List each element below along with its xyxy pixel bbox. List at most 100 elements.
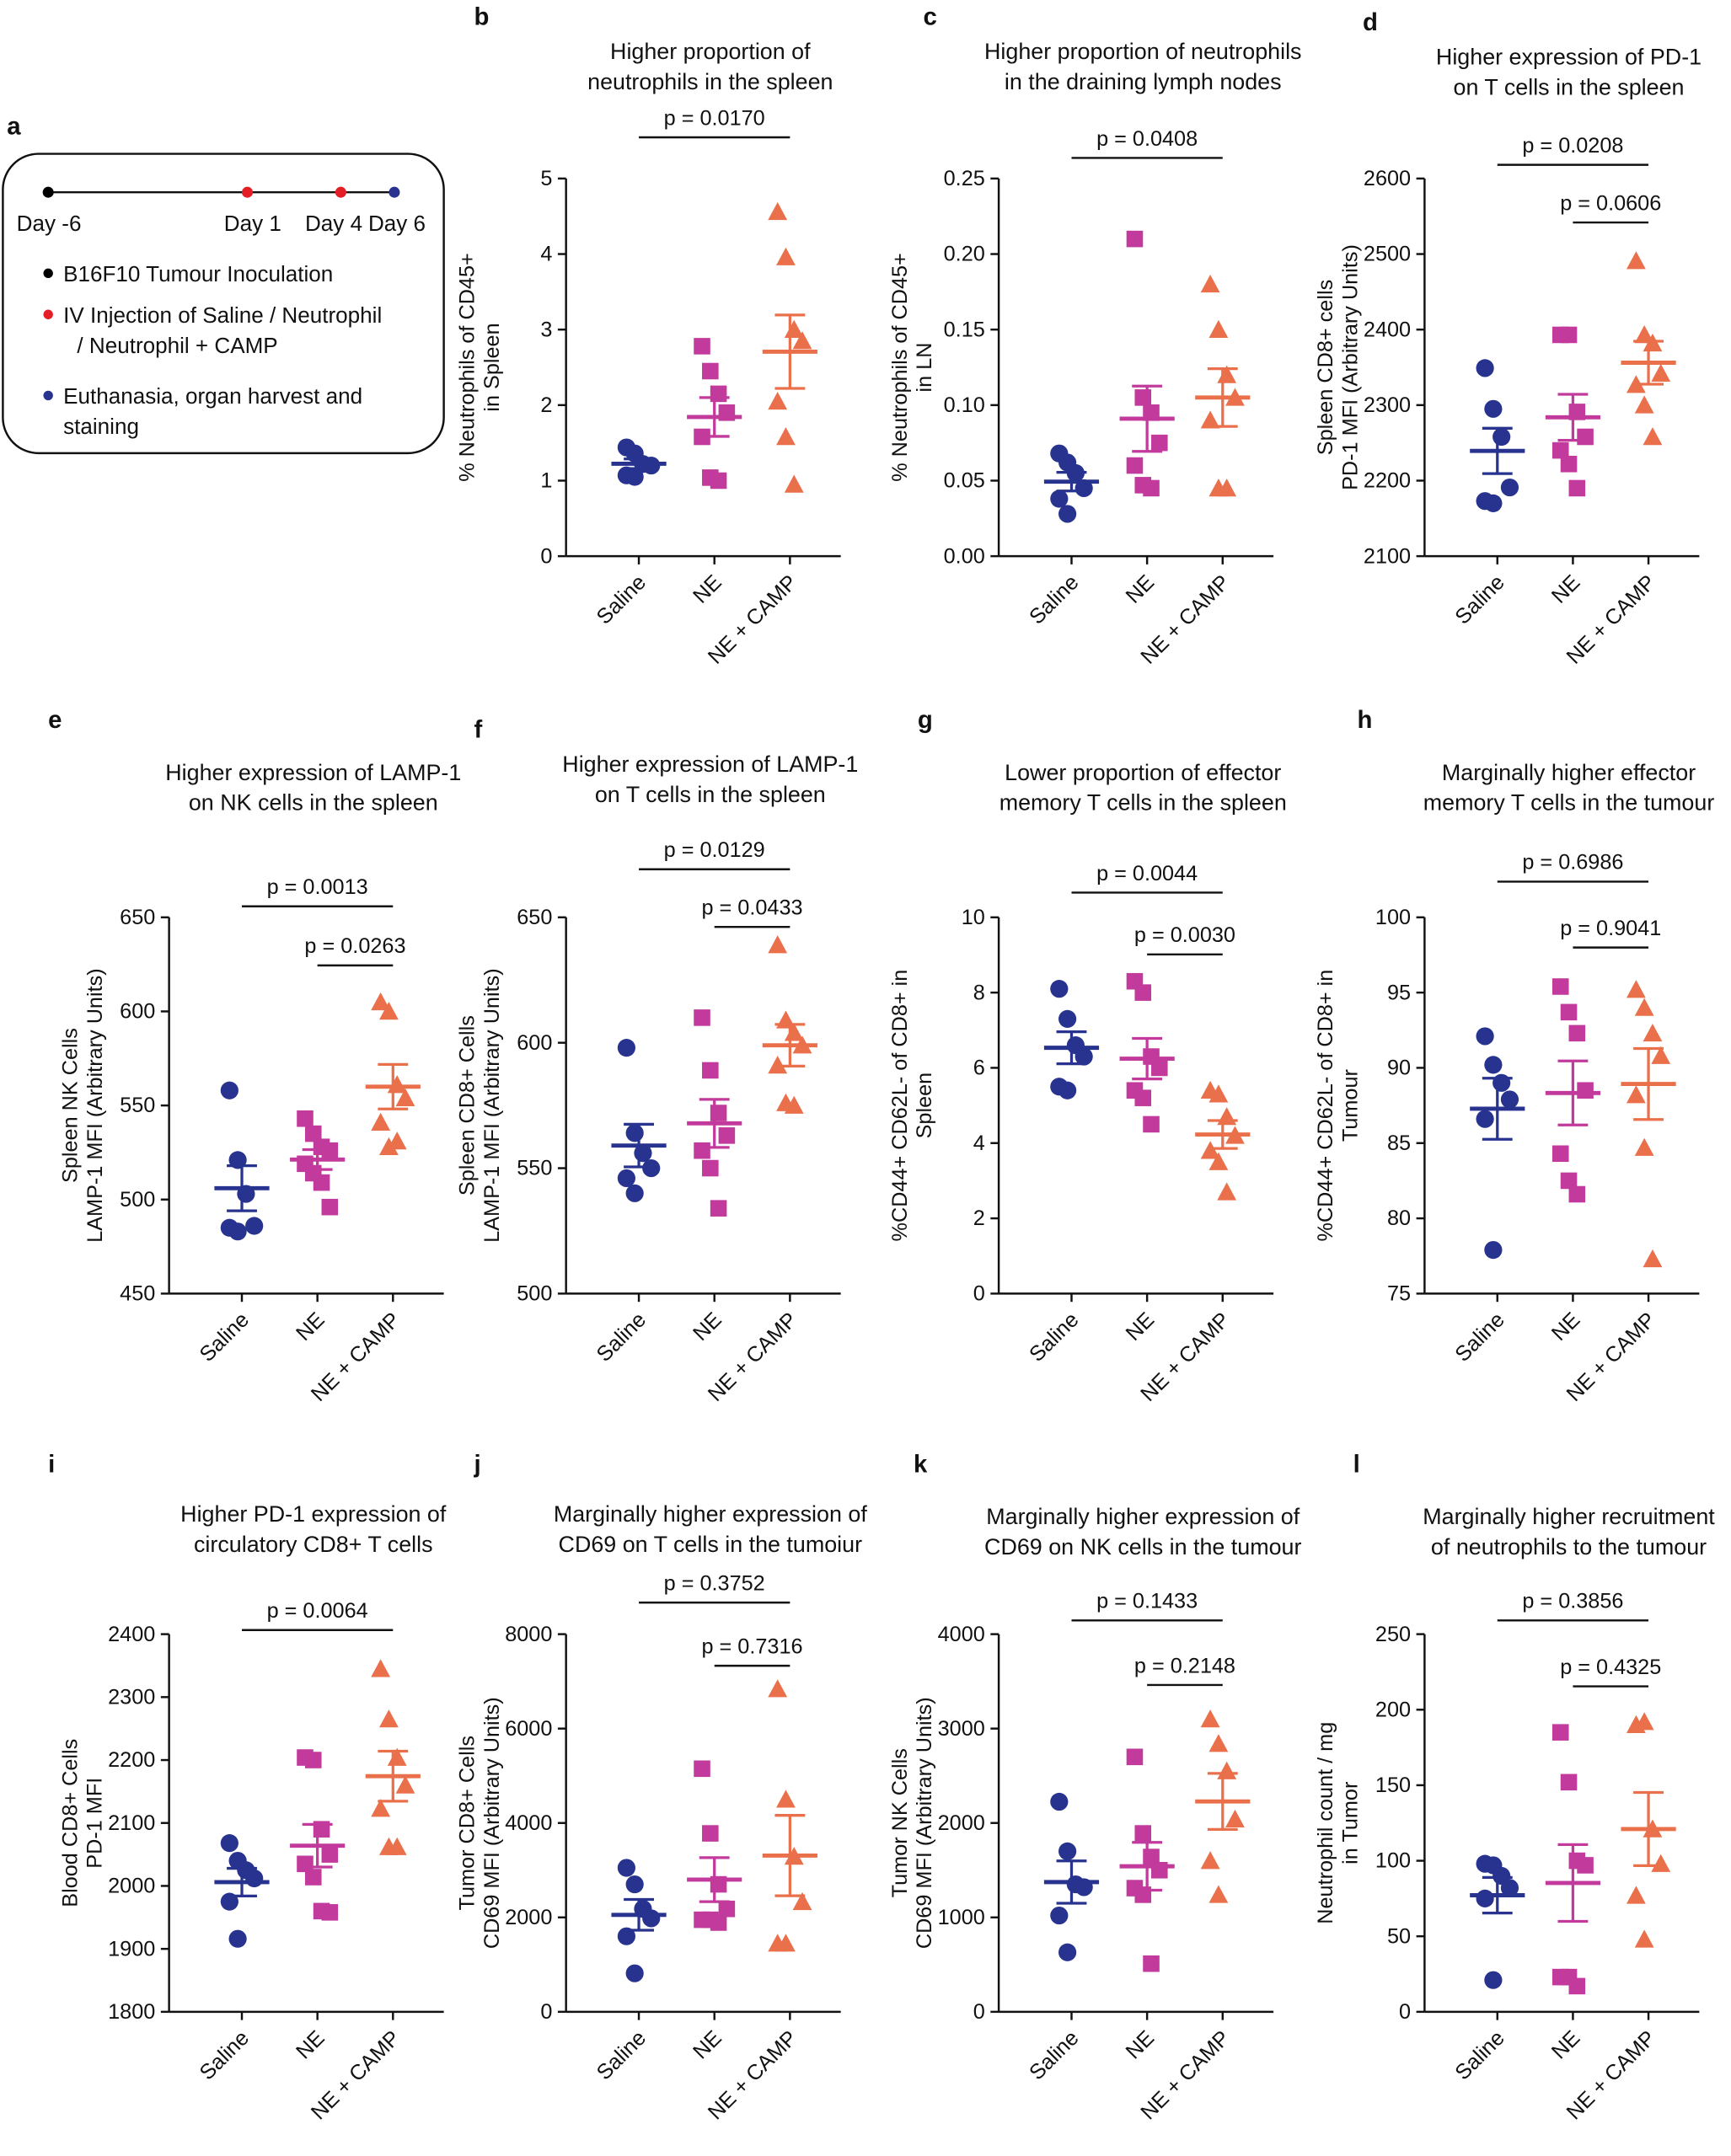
data-point-triangle (371, 1659, 391, 1677)
y-tick-label: 4 (973, 1131, 985, 1155)
y-tick-label: 2000 (505, 1906, 552, 1929)
data-point-triangle (1651, 1854, 1671, 1872)
chart-title: on T cells in the spleen (595, 782, 826, 807)
data-point-triangle (768, 391, 788, 410)
chart-title: memory T cells in the tumour (1423, 790, 1715, 816)
p-value-label: p = 0.6986 (1522, 851, 1623, 875)
data-point-square (702, 1062, 719, 1079)
data-point-triangle (784, 1095, 804, 1114)
y-tick-label: 4000 (938, 1623, 985, 1646)
data-point-circle (617, 1859, 635, 1877)
data-point-triangle (1626, 980, 1646, 998)
data-point-circle (1476, 359, 1494, 377)
chart-title: neutrophils in the spleen (587, 69, 833, 94)
data-point-circle (1484, 1056, 1503, 1074)
data-point-triangle (768, 201, 788, 221)
panel-j: j Marginally higher expression of CD69 on … (455, 1450, 867, 2124)
panel-e: e Higher expression of LAMP-1 on NK cells … (48, 706, 461, 1406)
x-tick-label: Saline (592, 2026, 651, 2084)
y-axis-label: in LN (913, 343, 936, 393)
y-tick-label: 2000 (938, 1811, 985, 1835)
chart-title: on T cells in the spleen (1454, 74, 1685, 99)
data-point-triangle (395, 1088, 415, 1106)
data-point-square (1126, 1748, 1144, 1766)
chart-title: in the draining lymph nodes (1005, 69, 1282, 94)
p-value-label: p = 0.1433 (1096, 1590, 1198, 1613)
chart-title: Higher expression of LAMP-1 (165, 760, 461, 785)
data-point-circle (625, 1875, 644, 1894)
y-tick-label: 650 (517, 906, 552, 929)
data-point-triangle (1200, 274, 1220, 293)
legend-text: Euthanasia, organ harvest and (63, 383, 362, 409)
data-point-square (710, 1200, 727, 1217)
y-tick-label: 3 (540, 318, 552, 341)
y-tick-label: 0.15 (944, 318, 985, 341)
p-value-label: p = 0.0129 (664, 838, 765, 862)
y-axis-label: Blood CD8+ Cells (58, 1739, 82, 1907)
data-point-square (1551, 441, 1569, 459)
data-point-square (1568, 1025, 1586, 1042)
data-point-square (1143, 1955, 1160, 1972)
y-axis-label: in Tumor (1339, 1782, 1363, 1864)
data-point-square (1551, 1145, 1569, 1163)
data-point-triangle (768, 1679, 788, 1698)
panel-letter: b (474, 3, 489, 30)
data-point-triangle (371, 1799, 391, 1817)
day-label: Day 1 (224, 211, 281, 236)
chart-title: Marginally higher effector (1442, 760, 1696, 785)
p-value-label: p = 0.0408 (1096, 127, 1198, 151)
data-point-circle (1058, 1842, 1077, 1860)
x-tick-label: NE (1122, 570, 1160, 608)
x-tick-label: Saline (196, 2026, 254, 2084)
data-point-square (1560, 1172, 1578, 1190)
legend-dot (43, 268, 53, 279)
y-tick-label: 75 (1387, 1282, 1411, 1306)
data-point-circle (1500, 478, 1519, 497)
data-point-circle (1058, 1943, 1077, 1961)
day-label: Day -6 (17, 211, 82, 236)
data-point-circle (245, 1217, 264, 1235)
y-tick-label: 2500 (1364, 243, 1411, 266)
y-tick-label: 2100 (1364, 544, 1411, 568)
y-tick-label: 50 (1387, 1924, 1411, 1948)
x-tick-label: NE (1547, 570, 1585, 608)
legend-dot (43, 390, 53, 401)
x-tick-label: NE (1547, 2026, 1585, 2064)
data-point-square (1560, 1773, 1578, 1791)
data-point-triangle (371, 1112, 391, 1131)
data-point-triangle (1217, 1182, 1237, 1201)
y-tick-label: 150 (1375, 1773, 1411, 1797)
data-point-square (321, 1198, 339, 1216)
p-value-label: p = 0.0170 (664, 106, 765, 130)
data-point-circle (625, 468, 644, 486)
y-axis-label: Tumour (1339, 1069, 1363, 1142)
timeline-box (2, 152, 445, 455)
data-point-square (710, 472, 727, 490)
data-point-triangle (1634, 1137, 1654, 1156)
panel-i: i Higher PD-1 expression of circulatory CD… (48, 1450, 447, 2124)
data-point-square (1577, 428, 1594, 446)
data-point-circle (1500, 1090, 1519, 1109)
timeline-dot (242, 186, 254, 198)
data-point-square (1551, 1724, 1569, 1741)
y-tick-label: 500 (517, 1282, 552, 1306)
y-axis-label: Spleen NK Cells (58, 1028, 82, 1183)
panel-a-timeline: a Day -6 Day 1 Day 4 Day 6 B16F10 Tumour… (2, 113, 445, 455)
y-tick-label: 0 (1399, 2000, 1411, 2024)
data-point-triangle (1626, 1085, 1646, 1104)
y-tick-label: 0.05 (944, 469, 985, 493)
y-tick-label: 8000 (505, 1623, 552, 1646)
data-point-circle (1050, 1792, 1069, 1811)
panel-letter: d (1363, 8, 1378, 36)
data-point-square (321, 1846, 339, 1863)
chart-title: circulatory CD8+ T cells (194, 1532, 433, 1557)
data-point-circle (625, 1964, 644, 1982)
chart-title: memory T cells in the spleen (999, 790, 1287, 816)
x-tick-label: Saline (1025, 570, 1083, 629)
y-tick-label: 1 (540, 469, 552, 493)
data-point-circle (1500, 1879, 1519, 1897)
y-axis-label: CD69 MFI (Arbitrary Units) (913, 1697, 936, 1949)
data-point-triangle (1643, 427, 1663, 446)
data-point-triangle (1634, 1929, 1654, 1948)
y-tick-label: 650 (120, 906, 155, 929)
